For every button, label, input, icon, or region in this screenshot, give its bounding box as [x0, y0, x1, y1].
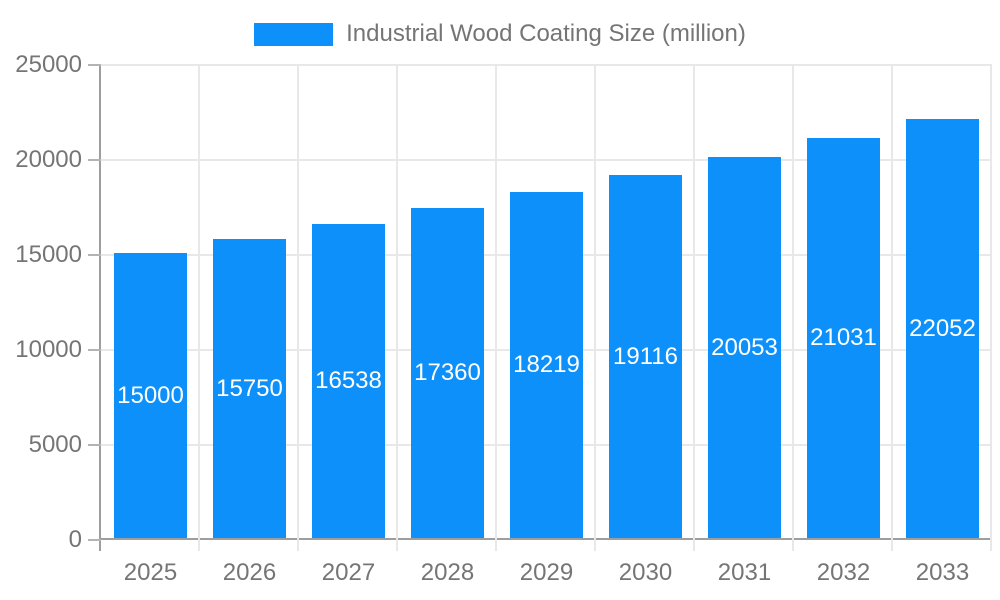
- x-axis-label: 2026: [222, 559, 277, 586]
- bar-value-label: 19116: [613, 342, 678, 370]
- y-axis-label: 25000: [15, 51, 82, 78]
- y-tick: [88, 349, 101, 351]
- bar[interactable]: 18219: [510, 192, 583, 538]
- y-tick: [88, 64, 101, 66]
- legend: Industrial Wood Coating Size (million): [0, 20, 1000, 48]
- bar[interactable]: 22052: [906, 119, 979, 538]
- gridline-v: [594, 65, 596, 551]
- y-tick: [88, 444, 101, 446]
- x-axis-label: 2028: [420, 559, 475, 586]
- y-axis-label: 15000: [15, 241, 82, 268]
- gridline-v: [693, 65, 695, 551]
- y-axis-labels: 0 5000 10000 15000 20000 25000: [0, 51, 82, 553]
- bar-value-label: 17360: [414, 359, 481, 386]
- bar[interactable]: 15000: [114, 253, 187, 538]
- x-axis-label: 2030: [618, 559, 673, 586]
- x-axis-labels: 2025 2026 2027 2028 2029 2030 2031 2032 2033: [101, 556, 992, 590]
- gridline-v: [396, 65, 398, 551]
- bar-value-label: 15000: [117, 381, 184, 409]
- y-axis-label: 20000: [15, 146, 82, 173]
- gridline-v: [891, 65, 893, 551]
- y-axis-label: 0: [68, 526, 82, 553]
- y-axis-label: 10000: [15, 336, 82, 363]
- legend-label: Industrial Wood Coating Size (million): [346, 20, 746, 47]
- x-axis-label: 2029: [519, 559, 574, 586]
- legend-item[interactable]: Industrial Wood Coating Size (million): [254, 20, 746, 48]
- bar[interactable]: 17360: [411, 208, 484, 538]
- x-axis-label: 2027: [321, 559, 376, 586]
- y-axis-label: 5000: [28, 431, 82, 458]
- y-tick: [88, 539, 101, 541]
- gridline-v: [495, 65, 497, 551]
- bar[interactable]: 21031: [807, 138, 880, 538]
- bar-value-label: 15750: [216, 374, 283, 402]
- gridline-v: [792, 65, 794, 551]
- y-tick: [88, 254, 101, 256]
- x-axis-label: 2025: [123, 559, 178, 586]
- bar[interactable]: 16538: [312, 224, 385, 538]
- y-axis-line: [99, 65, 101, 551]
- x-axis-line: [99, 538, 992, 540]
- gridline-h: [101, 64, 992, 66]
- legend-swatch: [254, 22, 334, 46]
- bar[interactable]: 19116: [609, 175, 682, 538]
- bar[interactable]: 20053: [708, 157, 781, 538]
- bar-value-label: 20053: [711, 333, 778, 361]
- bar-value-label: 18219: [513, 351, 580, 378]
- x-axis-label: 2031: [717, 559, 772, 586]
- bar-value-label: 21031: [810, 324, 877, 351]
- gridline-h: [101, 159, 992, 161]
- bar[interactable]: 15750: [213, 239, 286, 538]
- bar-value-label: 22052: [909, 314, 976, 342]
- gridline-v: [198, 65, 200, 551]
- plot-area: 15000 15750 16538 17360 18219 19116 20053 21031…: [99, 64, 992, 551]
- gridline-v: [990, 65, 992, 551]
- y-tick: [88, 159, 101, 161]
- x-axis-label: 2033: [915, 559, 970, 586]
- x-axis-label: 2032: [816, 559, 871, 586]
- gridline-v: [297, 65, 299, 551]
- bar-value-label: 16538: [315, 367, 382, 394]
